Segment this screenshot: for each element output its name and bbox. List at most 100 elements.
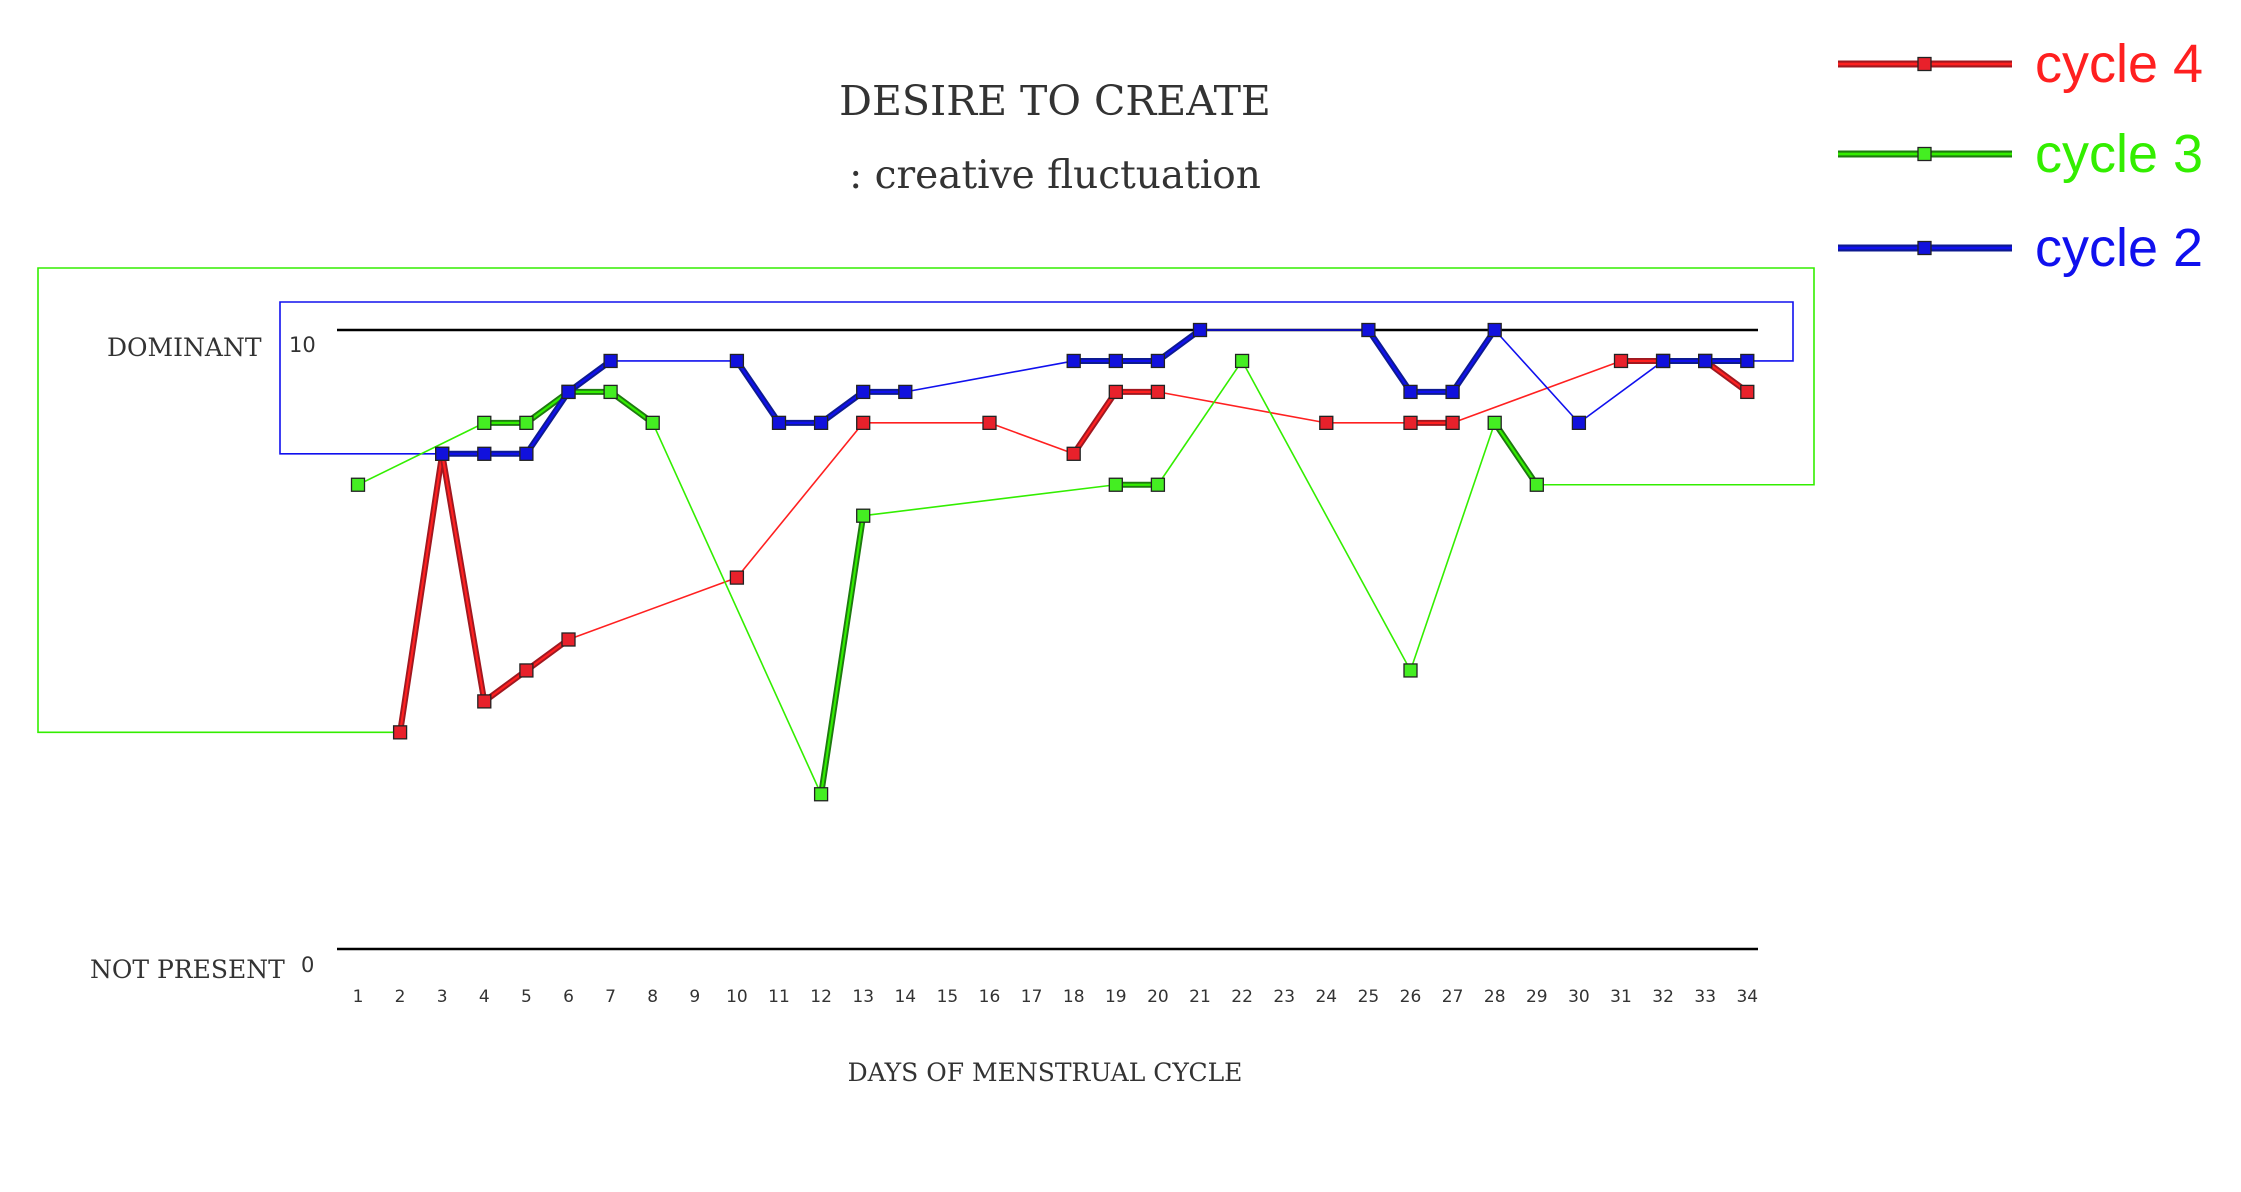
cycle-3-point	[856, 508, 871, 523]
x-tick-label: 13	[852, 987, 874, 1007]
cycle-4-legend-label: cycle 4	[2035, 34, 2203, 94]
cycle-4-point	[1740, 384, 1755, 400]
x-tick-label: 21	[1189, 987, 1211, 1007]
cycle-2-segment	[1578, 360, 1664, 424]
cycle-4-series	[392, 353, 1755, 740]
cycle-4-segment	[399, 452, 444, 734]
cycle-3-point	[1487, 415, 1502, 431]
x-tick-label: 3	[437, 987, 448, 1007]
x-tick-label: 1	[353, 987, 364, 1007]
x-tick-label: 30	[1568, 987, 1590, 1007]
cycle-4-point	[1613, 353, 1629, 369]
cycle-4-point	[982, 415, 997, 431]
cycle-4-point	[1066, 446, 1081, 461]
cycle-2-point	[1571, 415, 1587, 431]
cycle-4-segment	[441, 452, 486, 703]
cycle-3-segment	[1409, 422, 1496, 671]
cycle-3-point	[1234, 353, 1250, 369]
cycle-3-point	[1150, 477, 1166, 492]
x-tick-label: 26	[1400, 987, 1422, 1007]
x-tick-label: 10	[726, 987, 748, 1007]
series-connectors	[37, 267, 1815, 734]
cycle-3-point	[1403, 663, 1418, 678]
x-tick-label: 8	[647, 987, 658, 1007]
cycle-2-point	[603, 353, 618, 369]
x-tick-label: 18	[1063, 987, 1085, 1007]
x-tick-label: 11	[768, 987, 790, 1007]
cycle-2-segment	[1451, 328, 1496, 393]
cycle-3-segment	[819, 514, 865, 796]
cycle-3-point	[477, 415, 492, 431]
cycle-2-segment	[1367, 328, 1412, 393]
cycle-2-point	[729, 353, 745, 369]
cycle-4-point	[477, 694, 492, 709]
cycle-3-segment	[357, 422, 485, 486]
cycle-3-point	[1108, 477, 1123, 492]
cycle-2-point	[1740, 353, 1755, 369]
legend: cycle 4 cycle 3 cycle 2	[1838, 34, 2203, 278]
cycle-2-point	[1192, 322, 1208, 338]
cycle-4-point	[856, 415, 871, 431]
y-top-value: 10	[289, 333, 316, 357]
cycle-3-point	[519, 415, 534, 431]
cycle-2-point	[1108, 353, 1123, 369]
cycle-2-point	[898, 384, 913, 400]
cycle-3-segment	[863, 483, 1116, 517]
cycle-2-point	[771, 415, 787, 431]
x-tick-label: 2	[395, 987, 406, 1007]
cycle-3-segment	[1157, 360, 1243, 486]
cycle-4-segment	[1157, 391, 1327, 424]
x-tick-label: 5	[521, 987, 532, 1007]
x-tick-label: 25	[1358, 987, 1380, 1007]
x-tick-label: 32	[1652, 987, 1674, 1007]
cycle-2-point	[813, 415, 829, 431]
x-tick-label: 33	[1694, 987, 1716, 1007]
cycle-2-point	[1403, 384, 1418, 400]
y-bottom-label: NOT PRESENT	[90, 955, 285, 984]
cycle-2-segment	[905, 360, 1074, 393]
x-tick-labels: 1 2 3 4 5 6 7 8 9 10 11 12 13 14 15 16 17 18 19 20 21 22 23 24 2…	[353, 987, 1759, 1007]
cycle-2-legend-label: cycle 2	[2035, 218, 2203, 278]
x-tick-label: 23	[1273, 987, 1295, 1007]
cycle-3-point	[350, 477, 366, 492]
y-bottom-value: 0	[301, 953, 314, 977]
cycle-3-series	[350, 353, 1544, 802]
x-tick-label: 9	[689, 987, 700, 1007]
cycle-2-segment	[735, 359, 781, 424]
cycle-2-point	[856, 384, 871, 400]
x-tick-label: 7	[605, 987, 616, 1007]
x-tick-label: 20	[1147, 987, 1169, 1007]
cycle-2-point	[1150, 353, 1166, 369]
x-tick-label: 15	[937, 987, 959, 1007]
cycle-4-point	[561, 632, 576, 647]
x-tick-label: 27	[1442, 987, 1464, 1007]
cycle-4-segment	[568, 576, 738, 641]
x-tick-label: 12	[810, 987, 832, 1007]
cycle-3-point	[603, 384, 618, 400]
cycle-4-point	[1150, 384, 1166, 400]
cycle-2-series	[435, 322, 1755, 461]
x-tick-label: 17	[1021, 987, 1043, 1007]
cycle-4-point	[519, 663, 534, 678]
cycle-3-segment	[651, 422, 822, 795]
cycle-3-point	[1529, 477, 1544, 492]
cycle-4-segment	[1452, 360, 1622, 424]
cycle-2-point	[1445, 384, 1460, 400]
cycle-2-point	[435, 446, 450, 461]
cycle-3-segment	[1493, 421, 1538, 486]
series-layer	[350, 322, 1755, 802]
cycle-4-segment	[1072, 390, 1117, 455]
x-tick-label: 34	[1736, 987, 1758, 1007]
cycle-4-point	[1445, 415, 1460, 431]
cycle-4-point	[1108, 384, 1123, 400]
cycle-2-connector	[279, 301, 1794, 455]
x-tick-label: 14	[894, 987, 916, 1007]
cycle-2-legend-marker	[1917, 240, 1932, 256]
cycle-2-point	[1361, 322, 1376, 338]
x-tick-label: 19	[1105, 987, 1127, 1007]
cycle-3-point	[813, 787, 829, 802]
cycle-2-point	[561, 384, 576, 400]
cycle-2-point	[519, 446, 534, 461]
x-tick-label: 22	[1231, 987, 1253, 1007]
